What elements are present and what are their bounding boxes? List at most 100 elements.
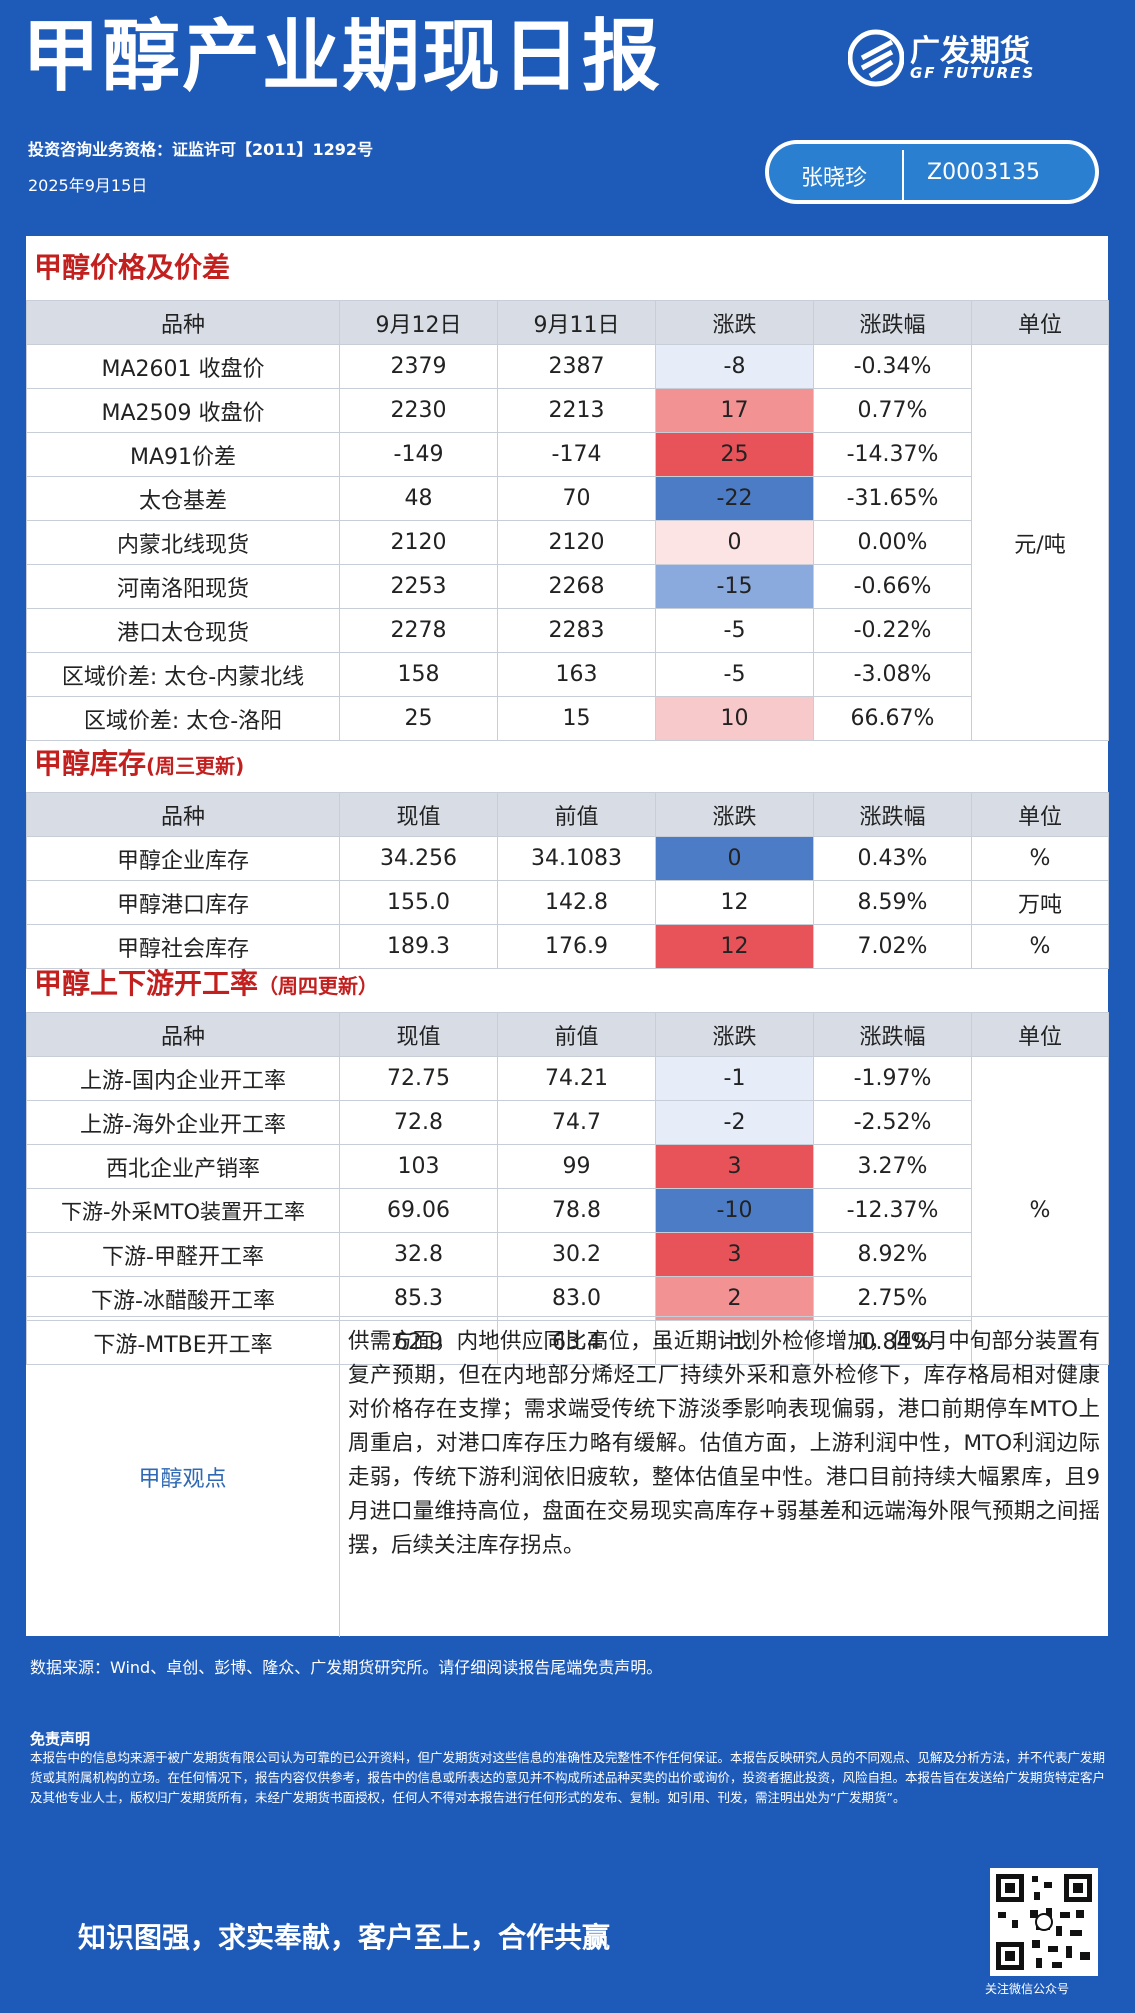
item-name: 太仓基差 (26, 476, 340, 521)
change-pct: 7.02% (813, 924, 972, 969)
value-previous: 74.7 (497, 1100, 656, 1145)
value-current: 32.8 (339, 1232, 498, 1277)
header-cell: 涨跌 (655, 300, 814, 345)
change-cell: 17 (655, 388, 814, 433)
operating-table-header: 品种 现值 前值 涨跌 涨跌幅 单位 (26, 1012, 1109, 1057)
change-pct: 2.75% (813, 1276, 972, 1321)
table-row: 河南洛阳现货 2253 2268 -15 -0.66% (26, 564, 1109, 609)
value-previous: 70 (497, 476, 656, 521)
analyst-code: Z0003135 (927, 160, 1041, 185)
change-cell: 10 (655, 696, 814, 741)
change-pct: 0.00% (813, 520, 972, 565)
report-panel: 甲醇价格及价差 品种 9月12日 9月11日 涨跌 涨跌幅 单位 MA2601 … (26, 236, 1109, 1637)
methanol-view-section: 甲醇观点 供需方面，内地供应同比高位，虽近期计划外检修增加，但9月中旬部分装置有… (26, 1316, 1108, 1637)
table-row: 下游-冰醋酸开工率 85.3 83.0 2 2.75% (26, 1276, 1109, 1321)
table-row: MA91价差 -149 -174 25 -14.37% (26, 432, 1109, 477)
table-row: 下游-外采MTO装置开工率 69.06 78.8 -10 -12.37% (26, 1188, 1109, 1233)
item-name: MA2509 收盘价 (26, 388, 340, 433)
change-cell: 3 (655, 1144, 814, 1189)
header-cell: 现值 (339, 792, 498, 837)
disclaimer-title: 免责声明 (30, 1730, 91, 1748)
header-cell: 9月11日 (497, 300, 656, 345)
price-table-header: 品种 9月12日 9月11日 涨跌 涨跌幅 单位 (26, 300, 1109, 345)
change-pct: -0.34% (813, 344, 972, 389)
value-current: 34.256 (339, 836, 498, 881)
item-name: 下游-甲醛开工率 (26, 1232, 340, 1277)
table-row: 上游-海外企业开工率 72.8 74.7 -2 -2.52% (26, 1100, 1109, 1145)
value-current: 69.06 (339, 1188, 498, 1233)
change-pct: -2.52% (813, 1100, 972, 1145)
price-table: 品种 9月12日 9月11日 涨跌 涨跌幅 单位 MA2601 收盘价 2379 2… (26, 300, 1109, 741)
operating-table: 品种 现值 前值 涨跌 涨跌幅 单位 上游-国内企业开工率 72.75 74.21-… (26, 1012, 1109, 1365)
change-pct: -31.65% (813, 476, 972, 521)
operating-title-text: 甲醇上下游开工率 (34, 967, 259, 1000)
unit-cell: % (971, 924, 1109, 969)
header-cell: 品种 (26, 300, 340, 345)
header-cell: 现值 (339, 1012, 498, 1057)
value-current: -149 (339, 432, 498, 477)
value-previous: 74.21 (497, 1056, 656, 1101)
qr-caption: 关注微信公众号 (985, 1982, 1070, 1996)
value-current: 155.0 (339, 880, 498, 925)
value-previous: 163 (497, 652, 656, 697)
table-row: 上游-国内企业开工率 72.75 74.21 -1 -1.97%% (26, 1056, 1109, 1365)
inventory-title-text: 甲醇库存 (34, 747, 147, 780)
value-current: 62.9 (339, 1320, 498, 1365)
value-current: 2278 (339, 608, 498, 653)
change-cell: 3 (655, 1232, 814, 1277)
header-cell: 品种 (26, 1012, 340, 1057)
change-cell: -1 (655, 1320, 814, 1365)
change-pct: 3.27% (813, 1144, 972, 1189)
report-date: 2025年9月15日 (28, 176, 148, 195)
qualification-text: 投资咨询业务资格：证监许可【2011】1292号 (28, 140, 374, 159)
change-cell: 12 (655, 924, 814, 969)
change-pct: -1.97% (813, 1056, 972, 1101)
table-row: 下游-MTBE开工率 62.9 63.4 -1 -0.84% (26, 1320, 1109, 1365)
wechat-qr-code (990, 1868, 1098, 1976)
header-cell: 单位 (971, 300, 1109, 345)
item-name: 上游-海外企业开工率 (26, 1100, 340, 1145)
inventory-section-title: 甲醇库存(周三更新) (26, 736, 1108, 792)
header-cell: 单位 (971, 792, 1109, 837)
table-row: 内蒙北线现货 2120 2120 0 0.00% (26, 520, 1109, 565)
table-row: 港口太仓现货 2278 2283 -5 -0.22% (26, 608, 1109, 653)
change-pct: -0.66% (813, 564, 972, 609)
table-row: 区域价差: 太仓-洛阳 25 15 10 66.67% (26, 696, 1109, 741)
item-name: 内蒙北线现货 (26, 520, 340, 565)
gf-logo-icon (848, 29, 904, 87)
item-name: 西北企业产销率 (26, 1144, 340, 1189)
value-previous: 15 (497, 696, 656, 741)
value-current: 2230 (339, 388, 498, 433)
item-name: 下游-MTBE开工率 (26, 1320, 340, 1365)
inventory-section: 甲醇库存(周三更新) 品种 现值 前值 涨跌 涨跌幅 单位 甲醇企业库存 34.2… (26, 736, 1109, 969)
change-pct: -3.08% (813, 652, 972, 697)
value-current: 2379 (339, 344, 498, 389)
header-cell: 涨跌幅 (813, 792, 972, 837)
change-cell: -10 (655, 1188, 814, 1233)
header-cell: 涨跌幅 (813, 300, 972, 345)
value-current: 85.3 (339, 1276, 498, 1321)
header-cell: 单位 (971, 1012, 1109, 1057)
header-cell: 前值 (497, 792, 656, 837)
item-name: MA91价差 (26, 432, 340, 477)
value-previous: 2268 (497, 564, 656, 609)
change-cell: -15 (655, 564, 814, 609)
change-pct: 8.92% (813, 1232, 972, 1277)
table-row: 下游-甲醛开工率 32.8 30.2 3 8.92% (26, 1232, 1109, 1277)
table-row: 太仓基差 48 70 -22 -31.65% (26, 476, 1109, 521)
change-pct: -14.37% (813, 432, 972, 477)
header-cell: 9月12日 (339, 300, 498, 345)
table-row: 西北企业产销率 103 99 3 3.27% (26, 1144, 1109, 1189)
item-name: 港口太仓现货 (26, 608, 340, 653)
header-cell: 涨跌 (655, 1012, 814, 1057)
change-cell: 0 (655, 520, 814, 565)
item-name: 上游-国内企业开工率 (26, 1056, 340, 1101)
analyst-divider (902, 150, 904, 202)
table-row: 区域价差: 太仓-内蒙北线 158 163 -5 -3.08% (26, 652, 1109, 697)
change-cell: -22 (655, 476, 814, 521)
change-cell: -5 (655, 608, 814, 653)
change-cell: 2 (655, 1276, 814, 1321)
data-source: 数据来源：Wind、卓创、彭博、隆众、广发期货研究所。请仔细阅读报告尾端免责声明… (30, 1658, 663, 1677)
item-name: MA2601 收盘价 (26, 344, 340, 389)
analyst-pill: 张晓珍 Z0003135 (769, 144, 1095, 202)
